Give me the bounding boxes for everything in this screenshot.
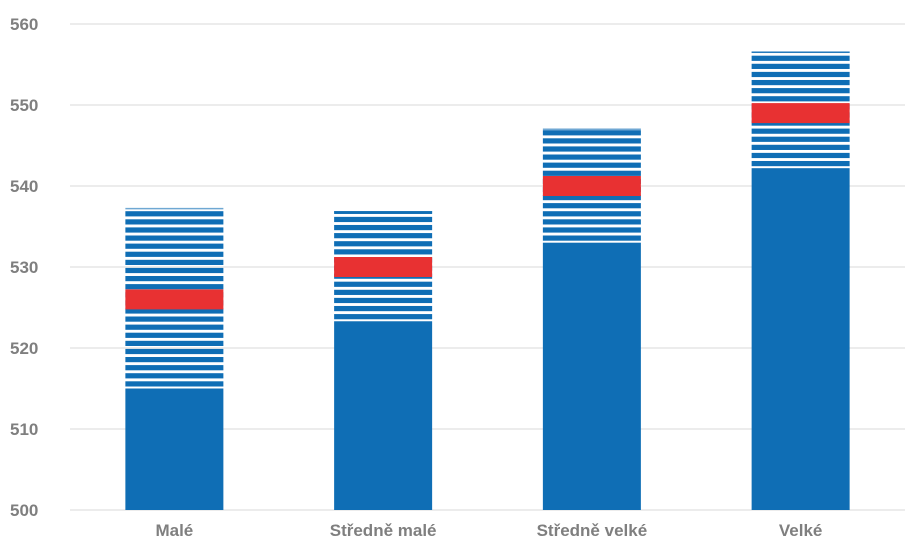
bar-stripe: [751, 88, 850, 94]
bar-stripe: [125, 373, 224, 379]
bar-stripe: [542, 203, 641, 209]
bar-stripe: [334, 249, 433, 255]
bar-stripe: [125, 308, 224, 314]
bar-stripe: [334, 289, 433, 295]
bar-stripe-cap: [751, 51, 850, 54]
bar-stripe: [334, 224, 433, 231]
bar-stripe: [125, 340, 224, 346]
bar-stripe: [334, 241, 433, 247]
bar-stripe: [125, 267, 224, 274]
y-tick-label: 530: [10, 258, 38, 277]
x-category-label: Malé: [155, 521, 193, 540]
x-axis-labels: Malé Středně malé Středně velké Velké: [155, 521, 822, 540]
y-tick-label: 540: [10, 177, 38, 196]
bar-stripe: [334, 281, 433, 287]
bar-stripe: [334, 305, 433, 312]
bar-solid: [334, 321, 433, 510]
bar-stripe: [751, 144, 850, 150]
bar-stripe: [125, 381, 224, 387]
bar-marker: [125, 289, 224, 310]
y-tick-label: 500: [10, 501, 38, 520]
bar-stripe: [751, 96, 850, 102]
y-tick-label: 510: [10, 420, 38, 439]
bar-marker: [751, 103, 850, 124]
bar-stripe: [751, 63, 850, 69]
bar-stripe: [125, 316, 224, 322]
bar-stripe: [125, 227, 224, 233]
bar-marker: [334, 257, 433, 277]
bar-stripe: [334, 314, 433, 320]
bar-stripe: [542, 227, 641, 233]
bar-stripe: [334, 216, 433, 223]
bar-stripe: [125, 235, 224, 241]
bar-stripe: [751, 128, 850, 134]
bar-stripe: [125, 259, 224, 265]
bar-stripe: [542, 138, 641, 144]
bars: [125, 51, 850, 510]
x-category-label: Středně velké: [537, 521, 648, 540]
bar-stripe: [542, 235, 641, 241]
bar-solid: [542, 242, 641, 510]
bar-stripe: [542, 146, 641, 152]
bar-stripe: [542, 130, 641, 136]
bar-stripe-cap: [125, 207, 224, 210]
bar-stripe: [125, 365, 224, 371]
bar-solid: [751, 168, 850, 510]
bar-stripe: [542, 154, 641, 160]
y-tick-label: 520: [10, 339, 38, 358]
bar-stripe-cap: [542, 128, 641, 130]
x-category-label: Středně malé: [330, 521, 437, 540]
bar-solid: [125, 388, 224, 510]
bar-stripe: [542, 162, 641, 168]
x-category-label: Velké: [779, 521, 823, 540]
bar-stripe: [125, 243, 224, 249]
bar-stripe: [542, 211, 641, 217]
bar-stripe: [125, 324, 224, 330]
bar-stripe: [125, 357, 224, 363]
bar-stripe: [125, 251, 224, 257]
y-tick-label: 560: [10, 15, 38, 34]
bar-stripe: [125, 332, 224, 338]
bar-stripe: [751, 152, 850, 159]
bar-stripe: [751, 55, 850, 61]
bar-stripe: [751, 71, 850, 78]
bar-stripe: [751, 79, 850, 86]
y-axis-ticks: 500 510 520 530 540 550 560: [10, 15, 38, 520]
bar-stripe: [125, 348, 224, 355]
bar-stripe: [542, 219, 641, 225]
bar-stripe: [125, 219, 224, 225]
bar-stripe: [125, 276, 224, 282]
bar-stripe: [125, 284, 224, 290]
bar-stripe: [542, 170, 641, 176]
bar-stripe: [334, 233, 433, 239]
bar-stripe-cap: [334, 211, 433, 213]
bar-stripe: [751, 136, 850, 142]
bar-stripe: [334, 297, 433, 304]
bar-stripe: [125, 211, 224, 217]
bar-stripe: [751, 160, 850, 167]
bar-stripe: [542, 195, 641, 201]
y-tick-label: 550: [10, 96, 38, 115]
bar-marker: [542, 176, 641, 196]
